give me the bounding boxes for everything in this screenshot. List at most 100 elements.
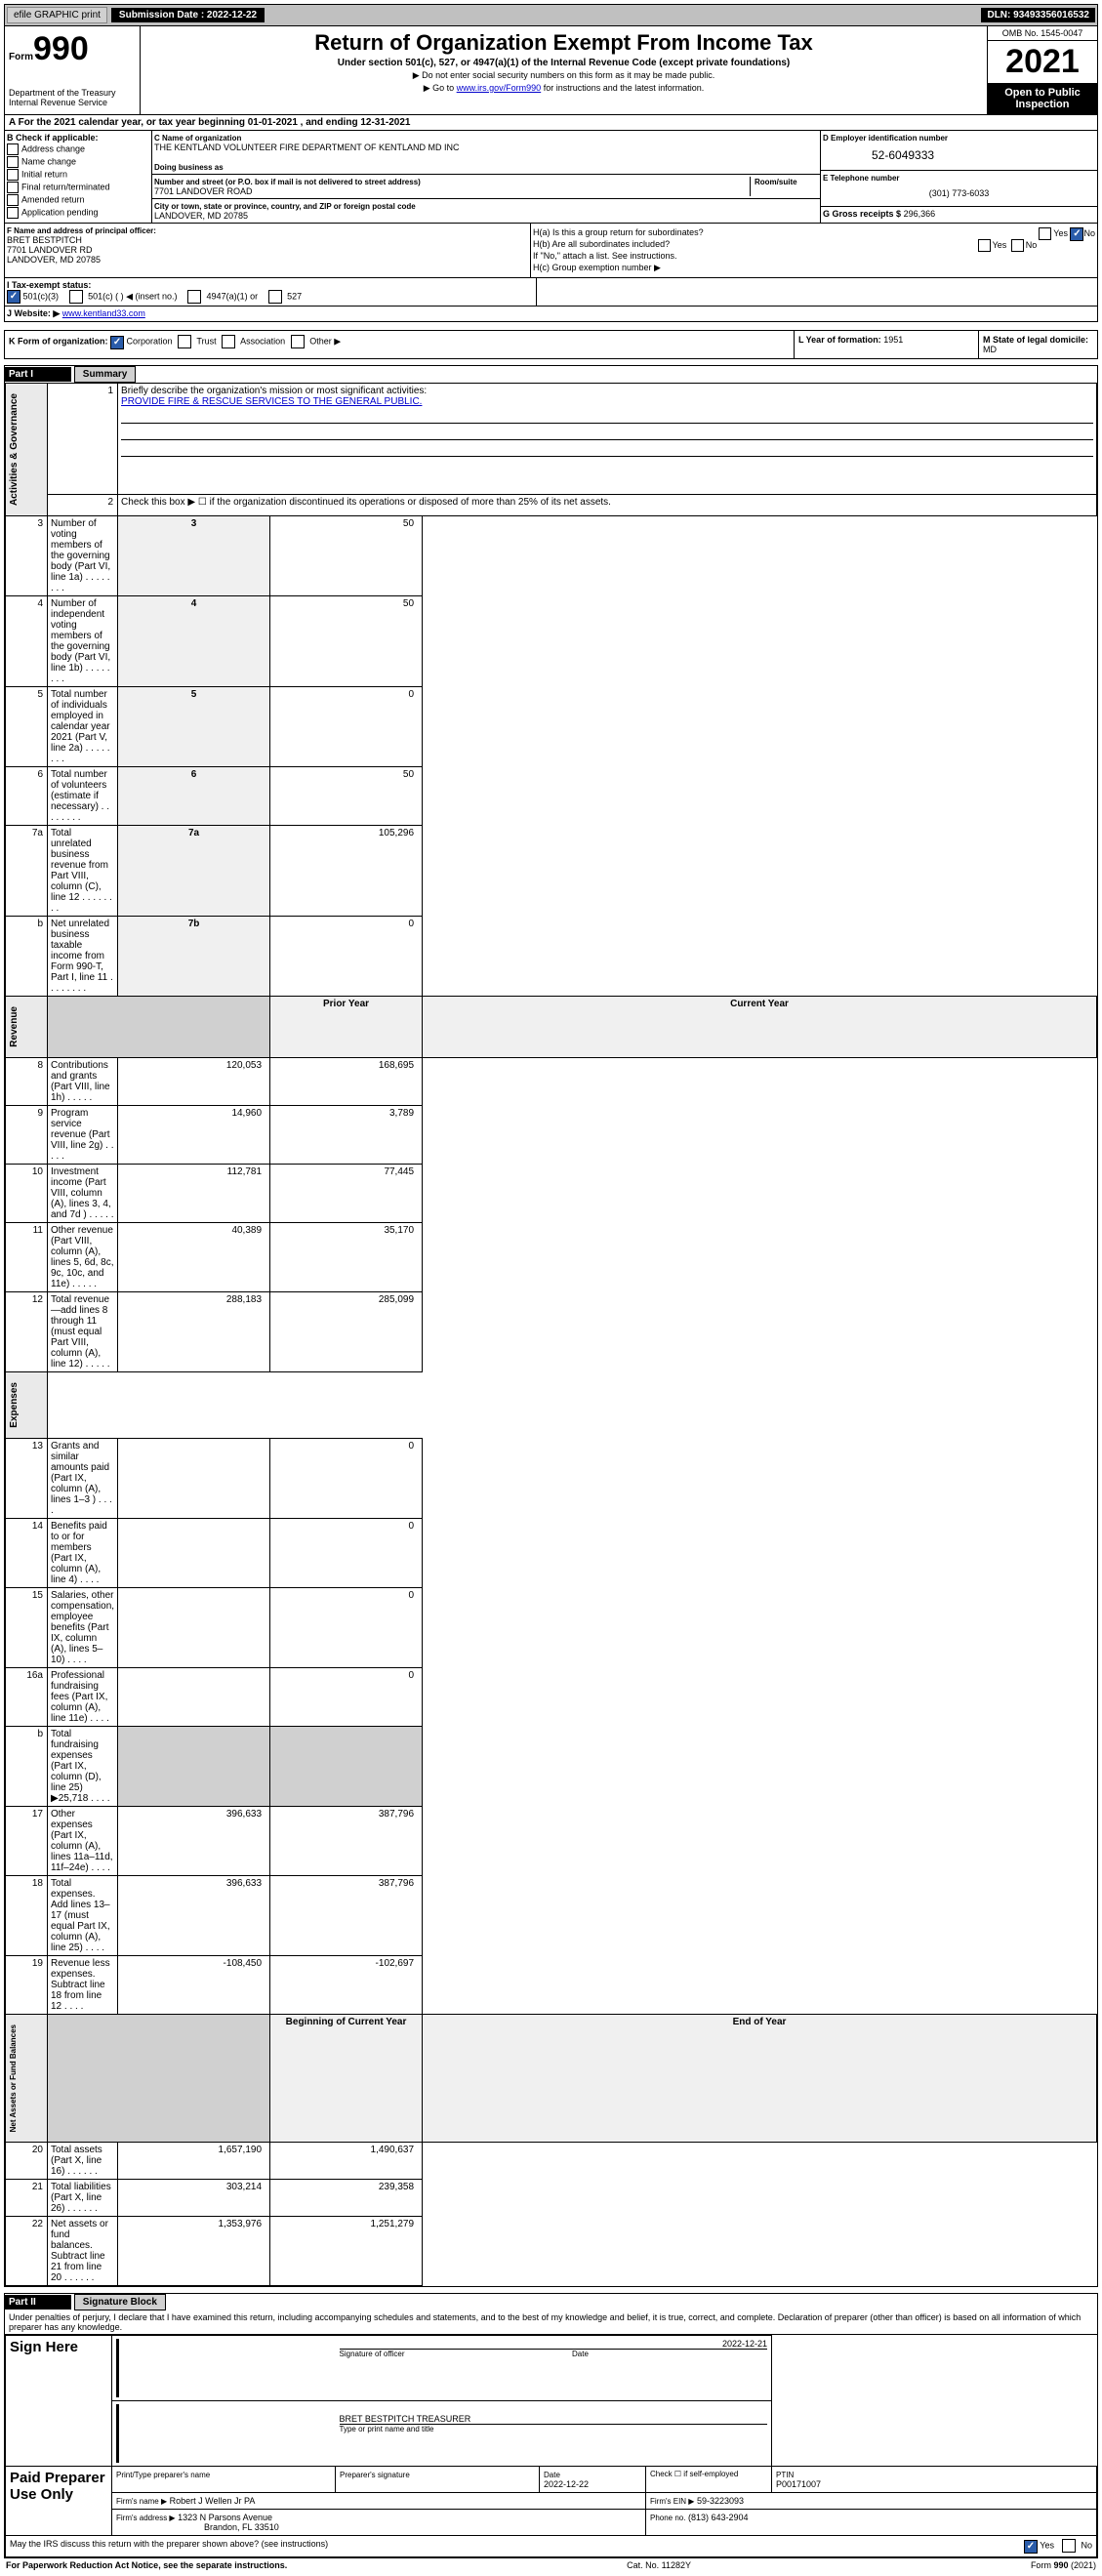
ein-label: D Employer identification number xyxy=(823,134,948,143)
ha-label: H(a) Is this a group return for subordin… xyxy=(533,227,704,237)
501c3-checkbox[interactable]: ✓ xyxy=(7,290,20,304)
opt-assoc: Association xyxy=(240,337,285,347)
line-box: 7a xyxy=(118,826,270,917)
website-link[interactable]: www.kentland33.com xyxy=(62,308,145,318)
line-desc: Contributions and grants (Part VIII, lin… xyxy=(48,1058,118,1106)
part-1: Part I Summary Activities & Governance 1… xyxy=(4,365,1098,2287)
firm-name-label: Firm's name ▶ xyxy=(116,2497,167,2506)
line-1-num: 1 xyxy=(48,384,118,494)
prep-date: 2022-12-22 xyxy=(544,2479,589,2489)
checkbox-final-return[interactable] xyxy=(7,182,19,193)
line-desc: Number of independent voting members of … xyxy=(48,596,118,687)
state-value: MD xyxy=(983,345,997,354)
line-num: b xyxy=(6,917,48,997)
line-desc: Total expenses. Add lines 13–17 (must eq… xyxy=(48,1875,118,1955)
header-right: OMB No. 1545-0047 2021 Open to Public In… xyxy=(987,26,1097,114)
section-c: C Name of organization THE KENTLAND VOLU… xyxy=(152,131,820,223)
dln-number: DLN: 93493356016532 xyxy=(981,8,1095,22)
website-label: J Website: ▶ xyxy=(7,308,60,318)
part-1-label: Part I xyxy=(5,367,71,382)
trust-checkbox[interactable] xyxy=(178,335,191,348)
begin-value: 303,214 xyxy=(118,2180,270,2217)
line-desc: Benefits paid to or for members (Part IX… xyxy=(48,1518,118,1587)
line-num: 17 xyxy=(6,1806,48,1875)
phone-label: E Telephone number xyxy=(823,174,900,183)
hb-note: If "No," attach a list. See instructions… xyxy=(533,251,1095,261)
opt-name-change: Name change xyxy=(21,156,76,166)
dept-label: Department of the Treasury Internal Reve… xyxy=(9,88,136,107)
527-checkbox[interactable] xyxy=(268,290,282,304)
tax-period-row: A For the 2021 calendar year, or tax yea… xyxy=(4,115,1098,131)
opt-527: 527 xyxy=(287,291,302,301)
line-value: 50 xyxy=(270,767,423,826)
irs-link[interactable]: www.irs.gov/Form990 xyxy=(457,83,542,93)
checkbox-initial-return[interactable] xyxy=(7,169,19,181)
may-irs-yes-checkbox[interactable]: ✓ xyxy=(1024,2540,1038,2554)
city-value: LANDOVER, MD 20785 xyxy=(154,211,248,221)
sign-here-label: Sign Here xyxy=(6,2336,112,2467)
name-label: C Name of organization xyxy=(154,134,241,143)
prior-value: 40,389 xyxy=(118,1223,270,1292)
prior-value xyxy=(118,1438,270,1518)
hb-yes-checkbox[interactable] xyxy=(978,239,991,252)
bracket-icon xyxy=(116,2339,119,2397)
4947-checkbox[interactable] xyxy=(187,290,201,304)
ha-yes-checkbox[interactable] xyxy=(1039,227,1051,240)
city-label: City or town, state or province, country… xyxy=(154,202,416,211)
gray-cell xyxy=(118,1726,270,1806)
prep-name-label: Print/Type preparer's name xyxy=(116,2471,210,2479)
hb-no-checkbox[interactable] xyxy=(1011,239,1024,252)
date-label: Date xyxy=(572,2350,767,2358)
no-label: No xyxy=(1081,2541,1092,2551)
end-value: 1,490,637 xyxy=(270,2143,423,2180)
checkbox-amended[interactable] xyxy=(7,194,19,206)
end-year-header: End of Year xyxy=(423,2014,1097,2142)
header-mid: Return of Organization Exempt From Incom… xyxy=(141,26,987,114)
line-box: 6 xyxy=(118,767,270,826)
other-checkbox[interactable] xyxy=(291,335,305,348)
checkbox-name-change[interactable] xyxy=(7,156,19,168)
name-title-label: Type or print name and title xyxy=(340,2424,768,2433)
header-left: Form990 Department of the Treasury Inter… xyxy=(5,26,141,114)
current-value: 0 xyxy=(270,1438,423,1518)
opt-pending: Application pending xyxy=(21,207,99,217)
opt-trust: Trust xyxy=(196,337,216,347)
line-num: 10 xyxy=(6,1165,48,1223)
line-num: 5 xyxy=(6,687,48,767)
form-label: Form xyxy=(9,52,33,62)
efile-button[interactable]: efile GRAPHIC print xyxy=(7,7,107,23)
prior-value: -108,450 xyxy=(118,1955,270,2014)
corp-checkbox[interactable]: ✓ xyxy=(110,336,124,349)
line-desc: Net unrelated business taxable income fr… xyxy=(48,917,118,997)
line-desc: Investment income (Part VIII, column (A)… xyxy=(48,1165,118,1223)
current-value: 3,789 xyxy=(270,1106,423,1165)
firm-ein-label: Firm's EIN ▶ xyxy=(650,2497,694,2506)
line-num: 22 xyxy=(6,2217,48,2286)
firm-addr-label: Firm's address ▶ xyxy=(116,2514,176,2522)
form-note-1: ▶ Do not enter social security numbers o… xyxy=(146,70,981,81)
prep-date-label: Date xyxy=(544,2471,560,2479)
line-desc: Revenue less expenses. Subtract line 18 … xyxy=(48,1955,118,2014)
line-box: 4 xyxy=(118,596,270,687)
may-irs-no-checkbox[interactable] xyxy=(1062,2539,1076,2553)
line-desc: Total assets (Part X, line 16) . . . . .… xyxy=(48,2143,118,2180)
501c-checkbox[interactable] xyxy=(69,290,83,304)
line-num: 13 xyxy=(6,1438,48,1518)
line-desc: Salaries, other compensation, employee b… xyxy=(48,1587,118,1667)
checkbox-address-change[interactable] xyxy=(7,143,19,155)
assoc-checkbox[interactable] xyxy=(222,335,235,348)
line-desc: Total revenue—add lines 8 through 11 (mu… xyxy=(48,1292,118,1372)
line-desc: Professional fundraising fees (Part IX, … xyxy=(48,1667,118,1726)
form-title: Return of Organization Exempt From Incom… xyxy=(144,30,983,56)
year-formation-value: 1951 xyxy=(883,335,903,345)
checkbox-app-pending[interactable] xyxy=(7,207,19,219)
sidebar-exp: Expenses xyxy=(9,1374,20,1436)
sidebar-gov: Activities & Governance xyxy=(9,386,20,513)
section-klm: K Form of organization: ✓ Corporation Tr… xyxy=(4,330,1098,359)
opt-501c: 501(c) ( ) ◀ (insert no.) xyxy=(88,291,177,301)
prior-value: 396,633 xyxy=(118,1875,270,1955)
line-num: 12 xyxy=(6,1292,48,1372)
ha-no-checkbox[interactable]: ✓ xyxy=(1070,227,1083,241)
current-value: -102,697 xyxy=(270,1955,423,2014)
line-2-num: 2 xyxy=(48,494,118,516)
